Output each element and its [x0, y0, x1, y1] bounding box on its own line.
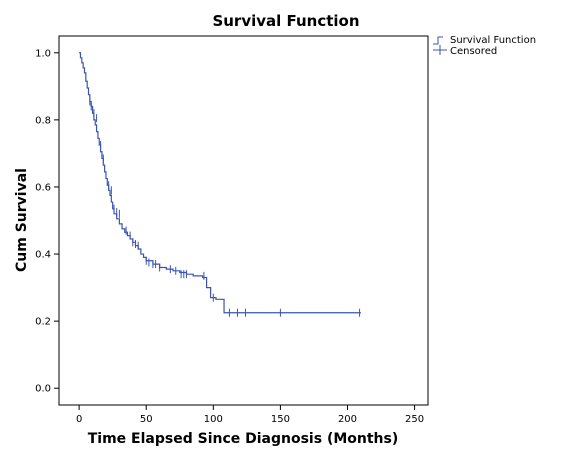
legend: Survival Function Censored [433, 35, 536, 57]
legend-censored-label: Censored [450, 46, 497, 57]
legend-censored-swatch [433, 45, 447, 55]
x-axis: 0 50 100 150 200 250 [76, 405, 424, 425]
y-axis: 0.0 0.2 0.4 0.6 0.8 1.0 [35, 48, 59, 395]
legend-survival-function-swatch [433, 36, 443, 45]
x-tick-label: 200 [338, 414, 357, 425]
x-tick-label: 250 [405, 414, 424, 425]
x-tick-label: 50 [140, 414, 153, 425]
x-tick-label: 0 [76, 414, 82, 425]
y-tick-label: 0.2 [35, 317, 51, 328]
legend-survival-function-label: Survival Function [450, 35, 536, 46]
y-tick-label: 0.8 [35, 115, 51, 126]
x-axis-title: Time Elapsed Since Diagnosis (Months) [88, 431, 399, 447]
y-tick-label: 1.0 [35, 48, 51, 59]
y-axis-title: Cum Survival [14, 168, 30, 272]
y-tick-label: 0.0 [35, 384, 51, 395]
chart-title: Survival Function [212, 12, 359, 30]
y-tick-label: 0.4 [35, 250, 51, 261]
y-tick-label: 0.6 [35, 182, 51, 193]
series-survival-function-line [79, 52, 361, 314]
series-censored-markers [89, 97, 361, 317]
x-tick-label: 150 [271, 414, 290, 425]
x-tick-label: 100 [204, 414, 223, 425]
plot-frame [58, 35, 429, 406]
